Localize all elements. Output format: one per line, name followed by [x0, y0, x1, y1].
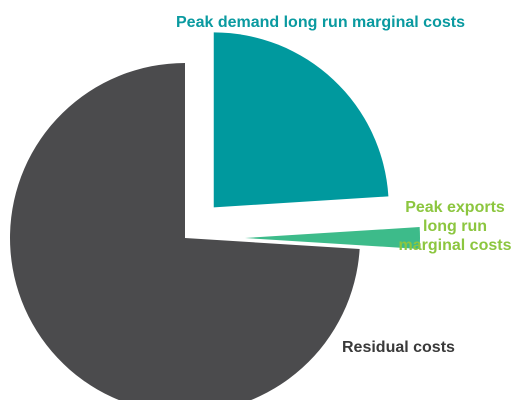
pie-slice: [10, 63, 360, 400]
pie-slice: [213, 32, 389, 208]
slice-label: Residual costs: [342, 339, 455, 356]
slice-label: Peak demand long run marginal costs: [176, 14, 465, 31]
pie-slice: [245, 227, 420, 249]
slice-label: Peak exports long run marginal costs: [398, 199, 512, 254]
